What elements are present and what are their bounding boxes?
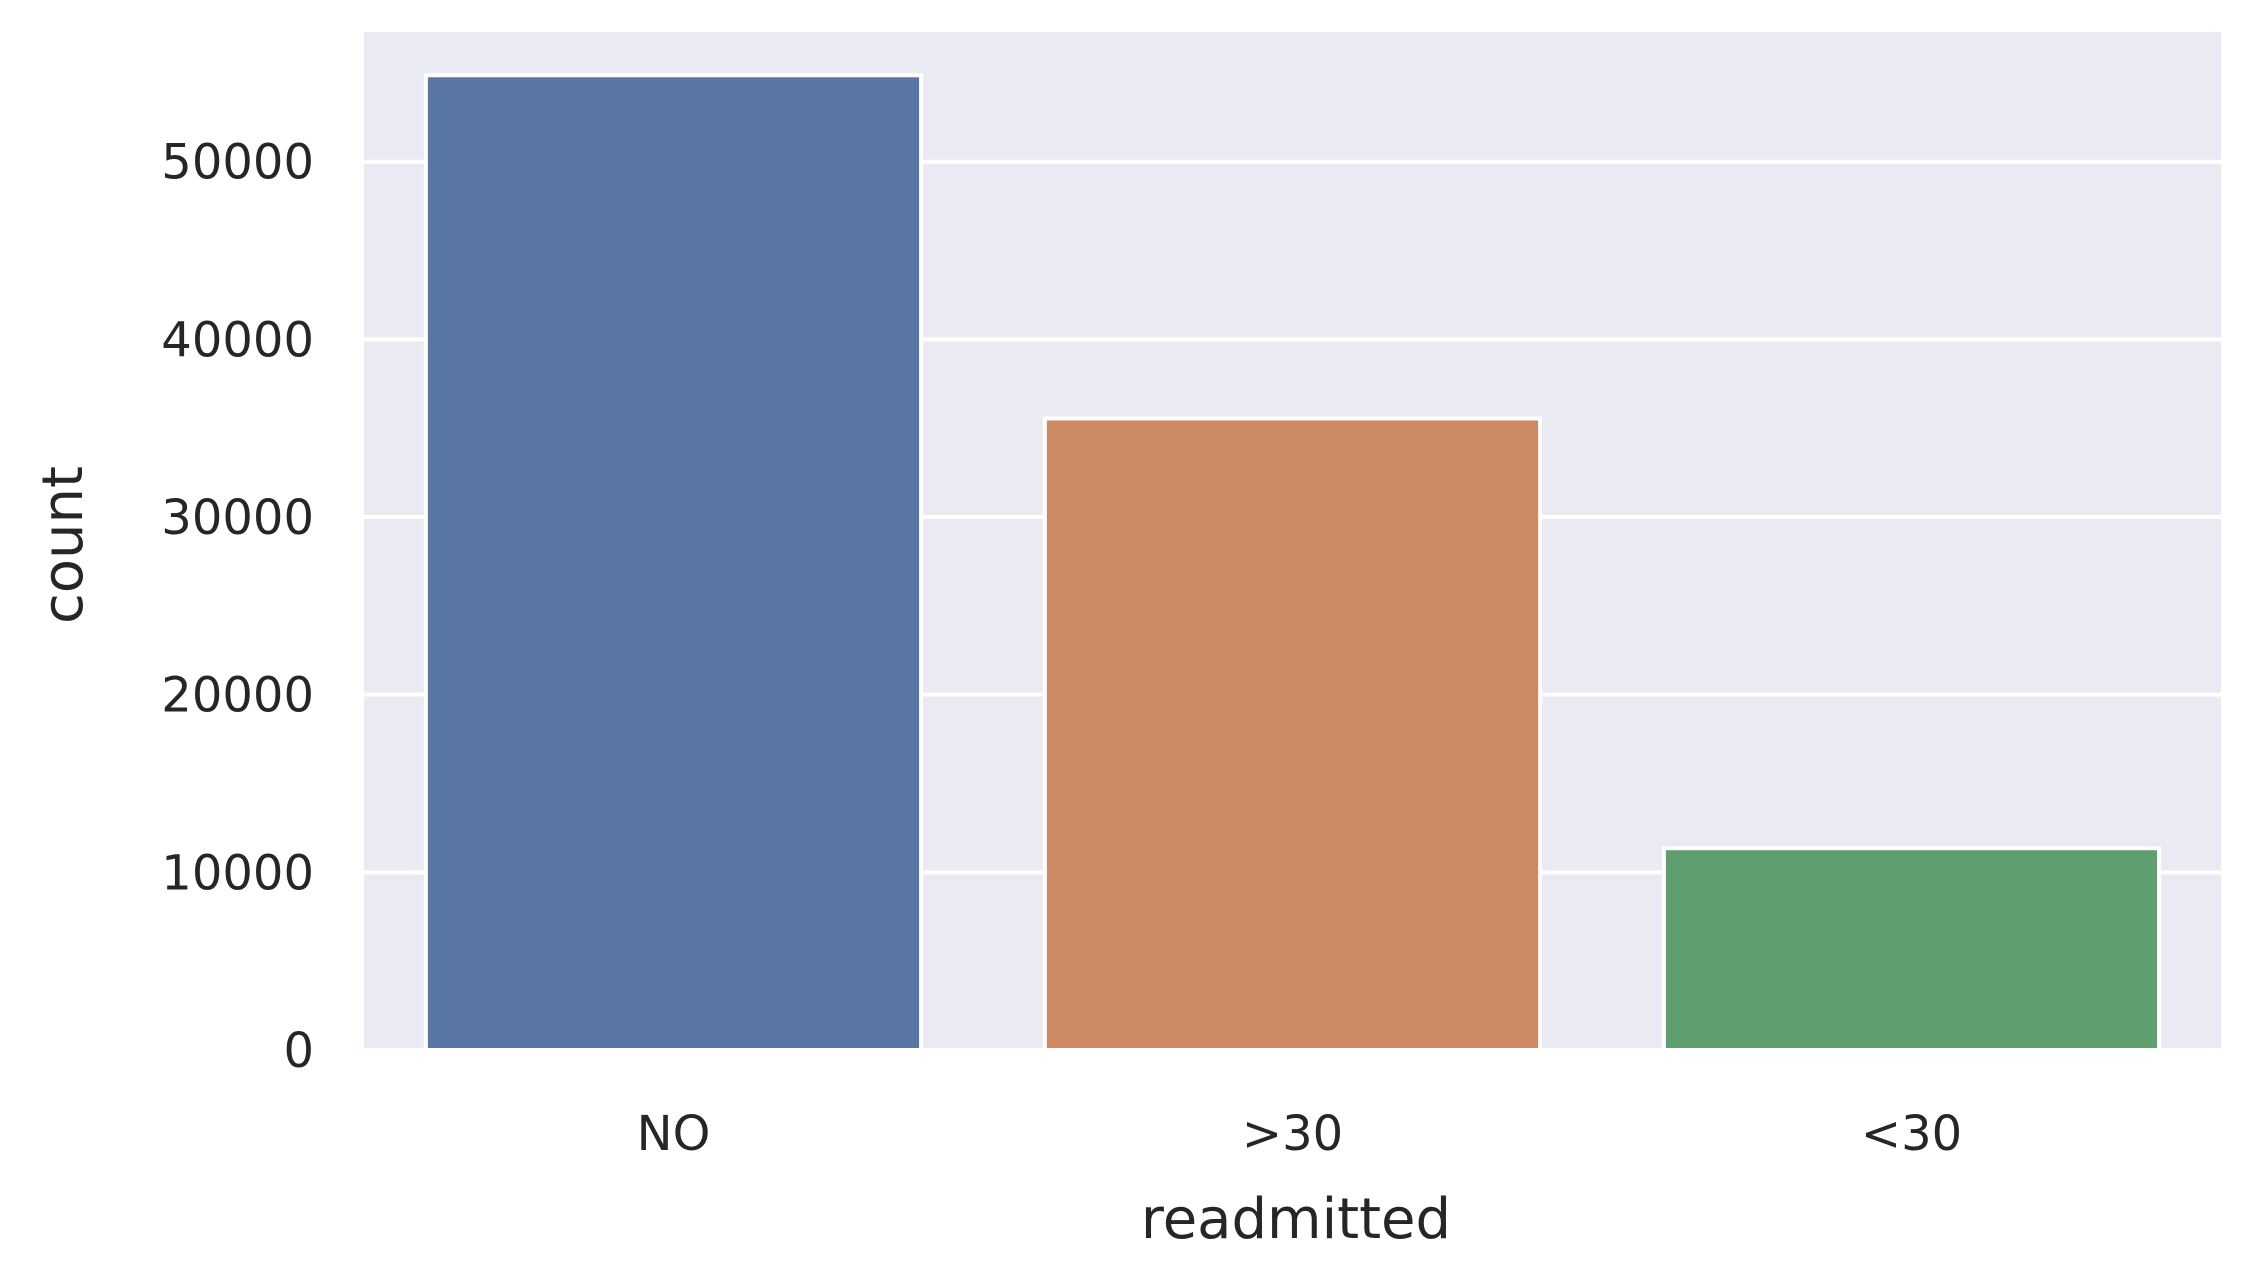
y-tick-label-30000: 30000 (161, 490, 314, 546)
x-tick-labels: NO >30 <30 (637, 1106, 1962, 1162)
x-tick-label-1: >30 (1242, 1106, 1343, 1162)
bars (423, 73, 2162, 1053)
y-tick-label-50000: 50000 (161, 135, 314, 191)
bar-2 (1661, 846, 2162, 1052)
y-tick-label-0: 0 (283, 1023, 314, 1079)
x-tick-label-0: NO (637, 1106, 711, 1162)
bar-1 (1042, 416, 1543, 1052)
y-tick-label-10000: 10000 (161, 845, 314, 901)
y-tick-labels: 0 10000 20000 30000 40000 50000 (161, 135, 314, 1079)
y-tick-label-20000: 20000 (161, 668, 314, 724)
y-axis-label: count (31, 466, 96, 624)
bar-0 (423, 73, 924, 1053)
x-axis-label: readmitted (1141, 1187, 1451, 1252)
x-tick-label-2: <30 (1861, 1106, 1962, 1162)
y-tick-label-40000: 40000 (161, 312, 314, 368)
